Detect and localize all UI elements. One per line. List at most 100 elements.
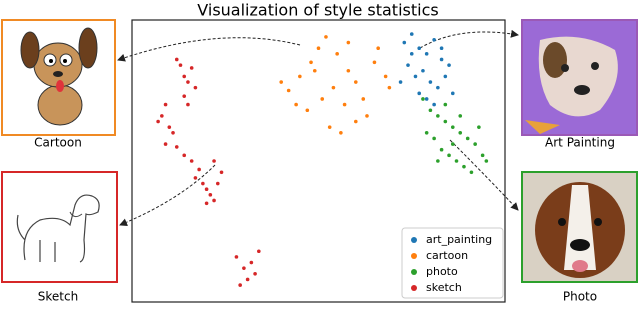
point <box>167 125 172 129</box>
point <box>160 114 164 118</box>
point <box>178 63 183 67</box>
plot-frame <box>131 19 506 303</box>
point <box>327 125 332 129</box>
point <box>450 125 455 129</box>
cartoon-image <box>1 19 116 136</box>
point <box>432 136 436 141</box>
point <box>458 131 463 135</box>
point <box>253 272 257 276</box>
arrows <box>117 29 519 226</box>
point <box>409 32 414 36</box>
image-label: Sketch <box>38 290 78 304</box>
point <box>432 102 436 107</box>
point <box>238 283 242 287</box>
point <box>424 131 429 135</box>
point <box>249 260 254 265</box>
point <box>163 102 168 107</box>
point <box>428 108 433 113</box>
point <box>447 63 451 67</box>
point <box>186 102 190 107</box>
point <box>279 80 284 84</box>
point <box>450 142 455 146</box>
point <box>447 153 451 158</box>
point <box>402 40 407 45</box>
point <box>193 85 198 90</box>
point <box>342 102 347 107</box>
point <box>428 80 433 84</box>
point <box>354 119 358 124</box>
point <box>298 74 302 79</box>
point <box>436 114 440 118</box>
point <box>361 97 366 101</box>
point <box>201 181 205 186</box>
point <box>234 255 239 259</box>
legend-marker <box>411 269 417 275</box>
point <box>204 187 209 191</box>
legend-label: photo <box>426 265 458 278</box>
point <box>439 57 444 62</box>
legend-label: art_painting <box>426 233 492 246</box>
point <box>316 46 321 50</box>
legend <box>401 227 504 299</box>
point <box>324 35 328 39</box>
point <box>174 145 179 149</box>
point <box>383 74 388 79</box>
legend-marker <box>411 285 417 291</box>
point <box>186 80 190 84</box>
point <box>335 52 339 56</box>
point <box>406 63 410 67</box>
point <box>424 52 429 56</box>
point <box>443 102 448 107</box>
point <box>208 193 213 197</box>
point <box>257 249 261 254</box>
point <box>372 60 377 65</box>
point <box>432 37 436 42</box>
point <box>454 159 459 163</box>
legend-marker <box>411 237 417 243</box>
point <box>473 142 477 146</box>
point <box>484 159 489 163</box>
point <box>450 91 455 96</box>
point <box>212 159 216 163</box>
point <box>477 125 481 129</box>
point <box>197 167 201 172</box>
point <box>286 88 291 93</box>
art-painting-image <box>521 19 638 136</box>
point <box>215 181 220 186</box>
point <box>443 74 448 79</box>
point <box>458 114 463 118</box>
point <box>219 170 224 175</box>
point <box>387 85 392 90</box>
point <box>443 119 448 124</box>
point <box>331 85 336 90</box>
point <box>163 142 168 146</box>
point <box>346 68 351 73</box>
image-label: Cartoon <box>34 136 82 150</box>
point <box>156 119 160 124</box>
point <box>417 91 422 96</box>
point <box>409 52 414 56</box>
point <box>365 114 369 118</box>
point <box>436 159 440 163</box>
point <box>245 277 250 282</box>
sketch-image <box>1 171 118 283</box>
point <box>174 57 179 62</box>
point <box>189 159 194 163</box>
point <box>346 40 351 45</box>
point <box>354 80 358 84</box>
point <box>305 108 310 113</box>
image-label: Art Painting <box>545 136 615 150</box>
point <box>376 46 380 50</box>
point <box>421 97 425 101</box>
legend-marker <box>411 253 417 259</box>
point <box>171 131 175 135</box>
point <box>320 97 325 101</box>
point <box>312 68 317 73</box>
point <box>309 60 313 65</box>
legend-label: cartoon <box>426 249 468 262</box>
point <box>242 266 246 270</box>
point <box>465 136 470 141</box>
point <box>294 102 298 107</box>
